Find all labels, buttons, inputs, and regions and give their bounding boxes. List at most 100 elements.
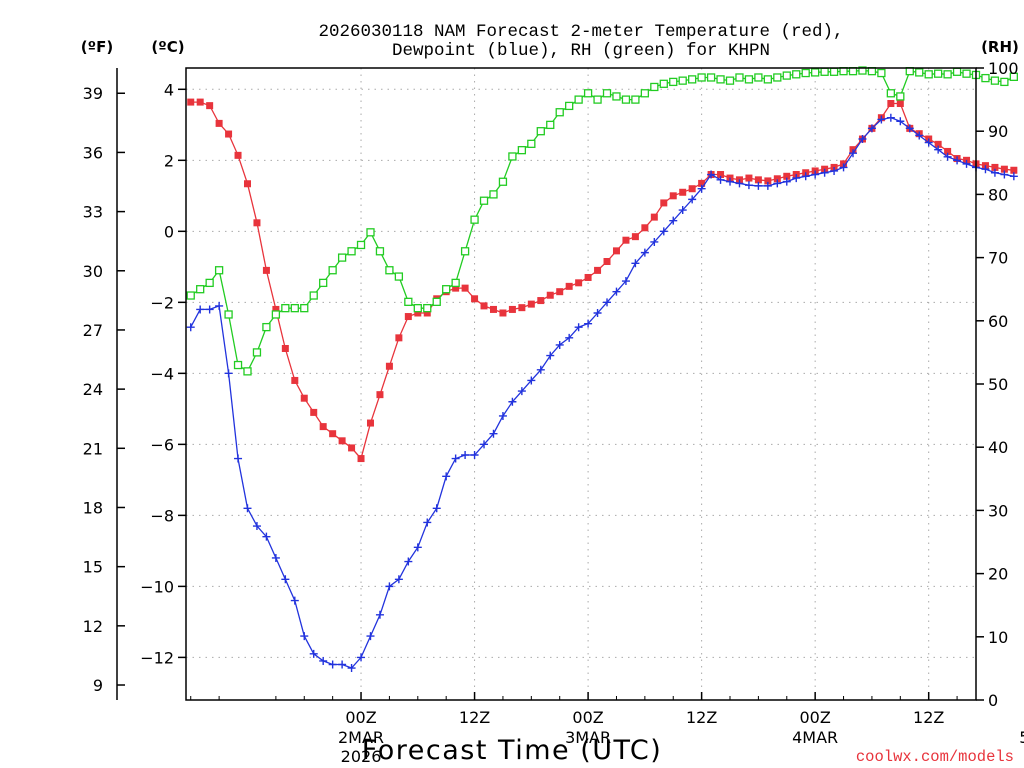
dewpoint-point <box>981 165 990 174</box>
rh-point <box>754 73 763 82</box>
rh-unit-label: (RH) <box>981 38 1019 56</box>
dewpoint-point <box>726 177 735 186</box>
dewpoint-point <box>413 543 422 552</box>
temperature-point <box>603 258 611 266</box>
dewpoint-point <box>763 181 772 190</box>
rh-point <box>394 272 404 281</box>
temperature-point <box>338 437 346 445</box>
dewpoint-point <box>782 177 791 186</box>
rh-point <box>196 285 205 294</box>
temperature-point <box>745 174 753 182</box>
fahrenheit-tick-label: 27 <box>83 321 103 340</box>
dewpoint-point <box>262 532 271 541</box>
dewpoint-point <box>905 124 914 133</box>
temperature-point <box>291 376 299 384</box>
dewpoint-point <box>621 277 630 286</box>
rh-point <box>688 75 697 84</box>
rh-point <box>517 146 527 155</box>
temperature-point <box>934 140 942 148</box>
rh-point <box>915 68 924 77</box>
dewpoint-point <box>924 138 933 147</box>
dewpoint-point <box>555 340 564 349</box>
temperature-point <box>631 233 639 241</box>
rh-point <box>328 266 337 275</box>
dewpoint-point <box>631 259 640 268</box>
dewpoint-point <box>375 610 384 619</box>
rh-point <box>583 89 593 98</box>
temperature-point <box>1010 166 1018 174</box>
temperature-point <box>944 147 952 155</box>
dewpoint-point <box>990 168 999 177</box>
fahrenheit-tick-label: 30 <box>83 262 103 281</box>
dewpoint-point <box>839 163 848 172</box>
fahrenheit-tick-label: 12 <box>83 617 103 636</box>
temperature-point <box>518 304 526 312</box>
dewpoint-point <box>517 387 526 396</box>
rh-point <box>309 291 318 300</box>
rh-point <box>262 322 271 332</box>
x-tick-date-label: 3MAR <box>565 728 611 747</box>
dewpoint-point <box>498 411 507 420</box>
temperature-point <box>253 219 261 227</box>
dewpoint-point <box>366 632 375 641</box>
dewpoint-point <box>1009 172 1018 181</box>
dewpoint-point <box>811 170 820 179</box>
dewpoint-point <box>886 113 895 122</box>
rh-point <box>820 67 829 76</box>
x-tick-label: 00Z <box>572 708 603 727</box>
dewpoint-point <box>451 454 460 463</box>
axes <box>116 67 984 701</box>
rh-point <box>725 76 735 85</box>
dewpoint-point <box>224 369 233 378</box>
x-axis-title: Forecast Time (UTC) <box>362 735 663 766</box>
dewpoint-point <box>877 115 886 124</box>
rh-tick-label: 60 <box>988 312 1008 331</box>
rh-point <box>801 68 810 78</box>
dewpoint-point <box>319 656 328 665</box>
temperature-point <box>698 179 706 187</box>
dewpoint-point <box>215 301 224 310</box>
rh-point <box>659 79 668 88</box>
rh-point <box>290 304 299 313</box>
temperature-point <box>471 295 479 303</box>
dewpoint-point <box>290 596 299 605</box>
dewpoint-point <box>480 440 489 449</box>
dewpoint-point <box>423 518 432 527</box>
temperature-point <box>357 455 365 463</box>
fahrenheit-tick-label: 9 <box>93 676 103 695</box>
temperature-point <box>395 334 403 342</box>
dewpoint-point <box>394 575 403 584</box>
dewpoint-point <box>953 156 962 165</box>
rh-point <box>697 73 706 82</box>
rh-point <box>300 304 309 313</box>
temperature-point <box>196 98 204 106</box>
rh-point <box>281 304 290 313</box>
rh-point <box>952 67 962 76</box>
rh-point <box>669 77 678 87</box>
temperature-point <box>556 288 564 296</box>
rh-point <box>432 297 441 306</box>
dewpoint-point <box>243 504 252 513</box>
temperature-point <box>688 185 696 193</box>
x-tick-date-label: 2MAR <box>338 728 384 747</box>
rh-point <box>716 75 725 84</box>
dewpoint-point <box>328 660 337 669</box>
x-tick-label: 12Z <box>686 708 717 727</box>
rh-point <box>1000 77 1009 87</box>
temperature-point <box>329 430 337 438</box>
dewpoint-point <box>1000 170 1009 179</box>
dewpoint-point <box>716 175 725 184</box>
dewpoint-point <box>385 582 394 591</box>
celsius-tick-label: −2 <box>150 293 174 312</box>
rh-point <box>981 73 990 83</box>
rh-point <box>858 66 867 75</box>
rh-point <box>555 108 564 117</box>
temperature-point <box>414 309 422 317</box>
chart-title: 2026030118 NAM Forecast 2-meter Temperat… <box>318 22 843 42</box>
temperature-point <box>622 236 630 244</box>
dewpoint-point <box>896 117 905 126</box>
temperature-point <box>404 313 412 321</box>
series-temperature <box>187 98 1018 463</box>
rh-point <box>943 70 952 79</box>
dewpoint-point <box>508 397 517 406</box>
